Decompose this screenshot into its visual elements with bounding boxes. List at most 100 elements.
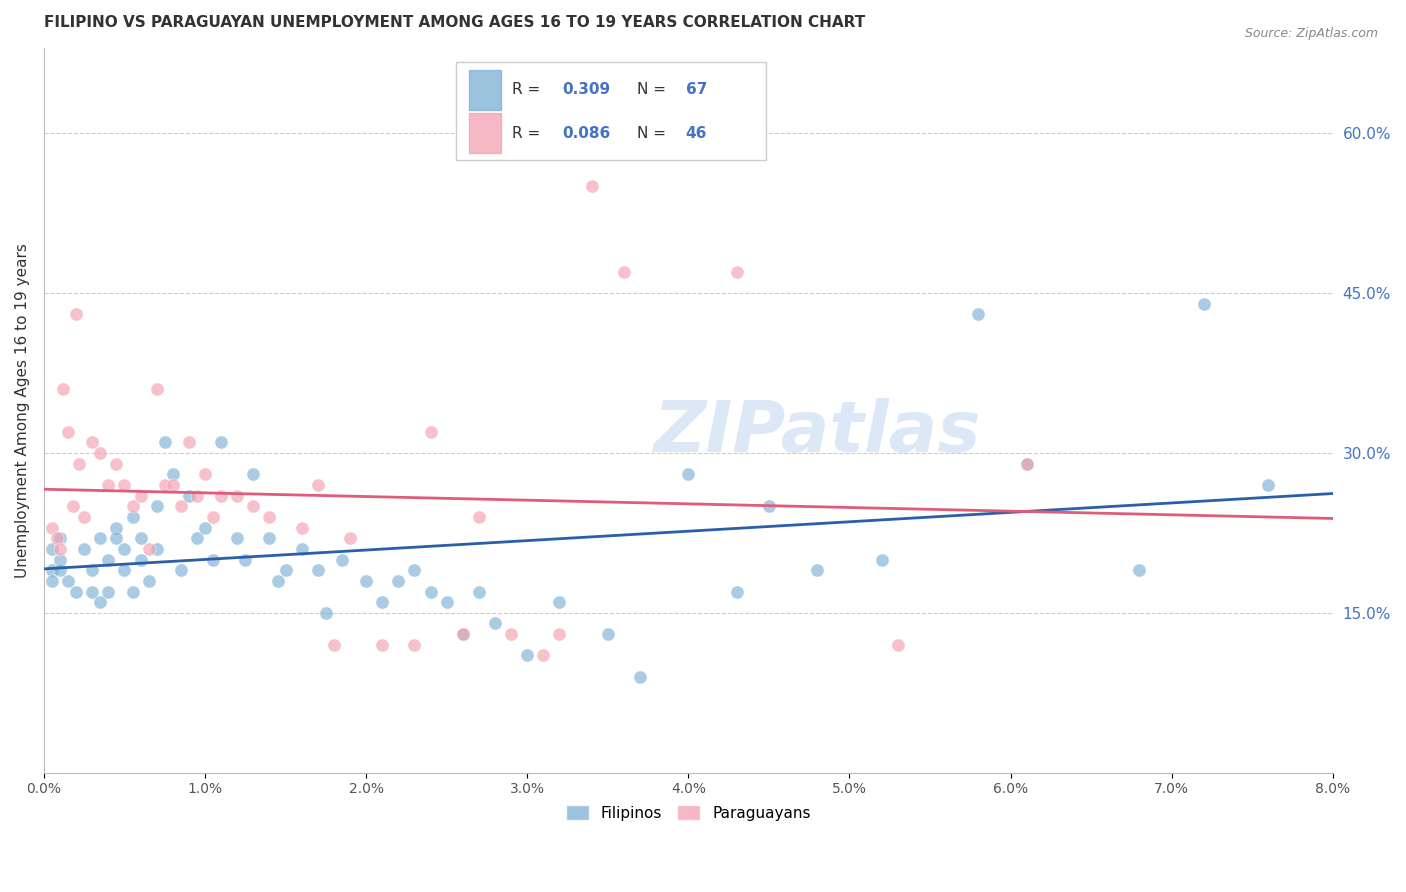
Point [67,457,90,471]
Point [97,552,120,566]
Point [49,552,72,566]
Point [628,670,651,684]
Point [1015,457,1038,471]
Point [468,509,491,524]
Text: R =: R = [512,82,546,97]
Point [887,638,910,652]
Point [1192,296,1215,310]
Text: N =: N = [637,82,671,97]
Point [501,627,523,641]
Point [73,509,96,524]
Point [1257,478,1279,492]
Point [153,478,176,492]
Text: R =: R = [512,126,546,141]
Text: FILIPINO VS PARAGUAYAN UNEMPLOYMENT AMONG AGES 16 TO 19 YEARS CORRELATION CHART: FILIPINO VS PARAGUAYAN UNEMPLOYMENT AMON… [44,15,865,30]
Point [62,500,84,514]
Point [186,489,208,503]
Point [121,584,143,599]
FancyBboxPatch shape [470,70,502,110]
Point [177,435,200,450]
Y-axis label: Unemployment Among Ages 16 to 19 years: Unemployment Among Ages 16 to 19 years [15,243,30,578]
Point [129,489,152,503]
Point [202,509,225,524]
Point [194,467,217,482]
Point [613,265,636,279]
Text: ZIPatlas: ZIPatlas [654,398,981,467]
Point [531,648,554,663]
Point [259,531,281,545]
Point [45,531,67,545]
Point [194,520,217,534]
Text: 0.309: 0.309 [562,82,610,97]
Point [581,179,603,194]
Point [484,616,506,631]
Point [114,541,136,556]
Point [404,638,426,652]
Point [233,552,256,566]
Point [114,478,136,492]
Point [49,541,72,556]
Point [548,627,571,641]
Point [209,489,232,503]
Point [291,520,314,534]
Point [129,531,152,545]
Point [678,467,700,482]
Point [82,435,104,450]
Point [451,627,474,641]
Point [307,478,329,492]
Point [354,574,377,588]
Point [419,584,441,599]
Point [468,584,491,599]
Point [89,446,111,460]
Point [145,500,167,514]
Point [186,531,208,545]
Point [121,500,143,514]
Point [226,489,249,503]
Point [138,541,160,556]
Point [114,563,136,577]
Point [307,563,329,577]
Point [97,478,120,492]
Point [330,552,353,566]
Point [967,307,990,321]
Text: 46: 46 [686,126,707,141]
Point [56,574,79,588]
Point [806,563,828,577]
Point [170,563,193,577]
Point [274,563,297,577]
Point [758,500,780,514]
Point [49,563,72,577]
Point [41,574,63,588]
Point [725,584,748,599]
Text: 0.086: 0.086 [562,126,610,141]
Point [725,265,748,279]
Point [162,478,184,492]
Point [97,584,120,599]
Point [291,541,314,556]
Point [1015,457,1038,471]
Point [153,435,176,450]
Point [315,606,337,620]
Point [870,552,893,566]
Point [322,638,344,652]
Point [451,627,474,641]
Point [65,584,87,599]
Point [105,457,128,471]
Point [266,574,288,588]
Point [226,531,249,545]
Point [339,531,361,545]
Point [371,638,394,652]
Point [41,563,63,577]
Point [1128,563,1150,577]
Point [170,500,193,514]
Point [41,541,63,556]
Point [596,627,619,641]
FancyBboxPatch shape [457,62,766,161]
Legend: Filipinos, Paraguayans: Filipinos, Paraguayans [560,798,817,827]
Point [419,425,441,439]
Point [89,595,111,609]
Point [82,584,104,599]
Point [371,595,394,609]
Point [145,382,167,396]
Text: N =: N = [637,126,671,141]
